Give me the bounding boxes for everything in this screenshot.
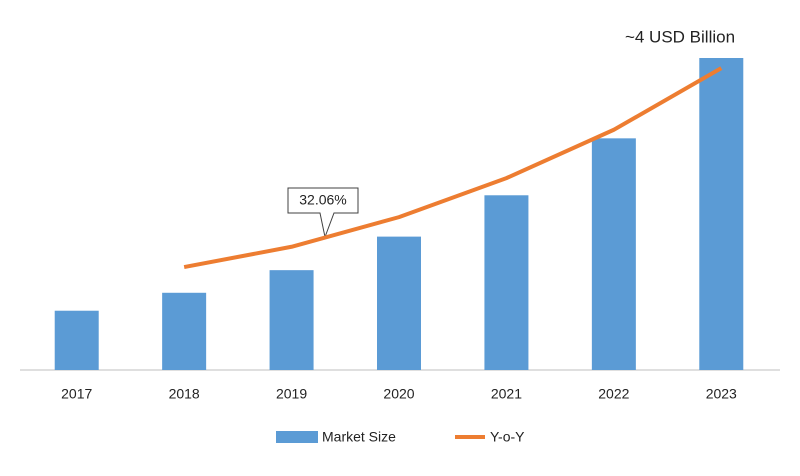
x-tick-label: 2018	[169, 386, 200, 402]
callout-box	[287, 187, 359, 239]
x-tick-label: 2022	[598, 386, 629, 402]
bar	[269, 270, 314, 370]
bar	[54, 310, 99, 370]
x-tick-label: 2023	[706, 386, 737, 402]
line	[183, 66, 723, 270]
x-tick-label: 2017	[61, 386, 92, 402]
annotation: ~4 USD Billion	[625, 27, 735, 46]
legend-label: Market Size	[322, 429, 396, 445]
x-tick-label: 2020	[383, 386, 414, 402]
x-tick-label: 2021	[491, 386, 522, 402]
bar	[377, 236, 421, 370]
legend-label: Y-o-Y	[490, 429, 525, 445]
legend-swatch	[276, 431, 318, 443]
bar	[162, 292, 207, 370]
x-tick-label: 2019	[276, 386, 307, 402]
bar	[699, 58, 744, 370]
annotation: 32.06%	[299, 192, 346, 208]
bar	[484, 195, 529, 370]
bar	[591, 138, 636, 370]
